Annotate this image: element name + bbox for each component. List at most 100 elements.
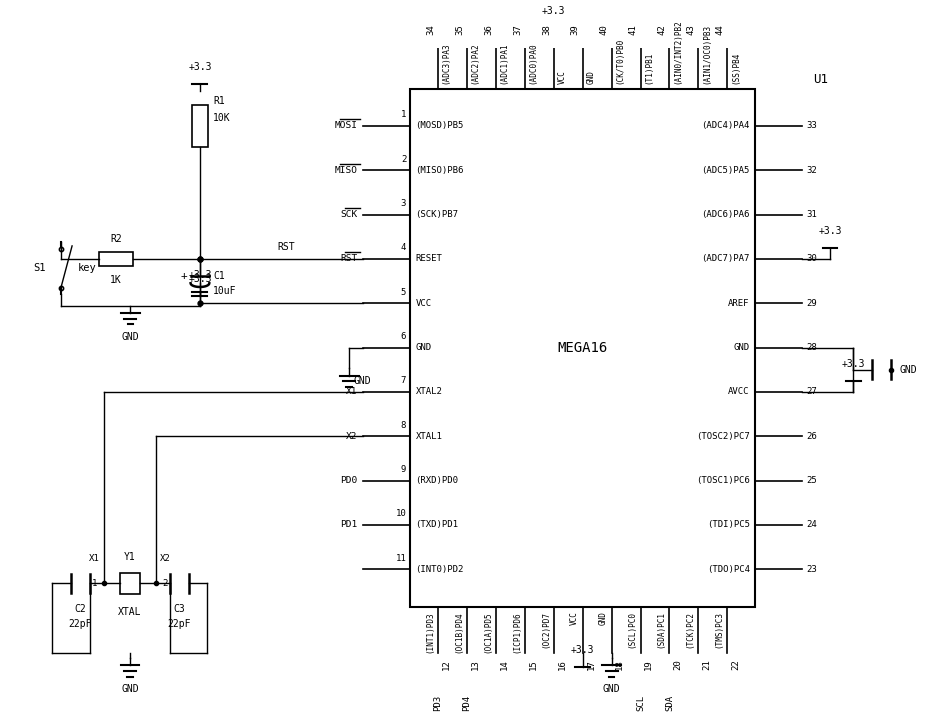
Text: XTAL1: XTAL1 <box>415 432 443 441</box>
Bar <box>99 253 133 266</box>
Text: 6: 6 <box>401 332 406 341</box>
Text: GND: GND <box>415 343 431 352</box>
Text: U1: U1 <box>813 73 828 86</box>
Text: +3.3: +3.3 <box>188 270 211 280</box>
Text: (ADC6)PA6: (ADC6)PA6 <box>701 210 750 219</box>
Text: (SCK)PB7: (SCK)PB7 <box>415 210 459 219</box>
Text: 40: 40 <box>599 25 609 36</box>
Text: 11: 11 <box>396 554 406 563</box>
Text: (AIN1/OC0)PB3: (AIN1/OC0)PB3 <box>702 24 711 84</box>
Text: 14: 14 <box>499 659 509 670</box>
Text: 36: 36 <box>484 25 493 36</box>
Text: GND: GND <box>603 684 620 694</box>
Text: X1: X1 <box>346 387 358 397</box>
Text: C2: C2 <box>75 604 86 614</box>
Text: GND: GND <box>733 343 750 352</box>
Text: 20: 20 <box>673 659 683 670</box>
Text: X2: X2 <box>160 554 171 563</box>
Text: (OC2)PD7: (OC2)PD7 <box>541 612 550 649</box>
Text: (TXD)PD1: (TXD)PD1 <box>415 521 459 529</box>
Text: GND: GND <box>900 365 918 375</box>
Text: 12: 12 <box>442 659 450 670</box>
Text: GND: GND <box>574 0 592 2</box>
Text: 1: 1 <box>401 111 406 119</box>
Text: (TOSC1)PC6: (TOSC1)PC6 <box>696 476 750 485</box>
Text: 1K: 1K <box>110 275 122 285</box>
Text: (INT1)PD3: (INT1)PD3 <box>425 612 434 653</box>
Text: 31: 31 <box>807 210 818 219</box>
Text: R2: R2 <box>110 234 122 244</box>
Text: 17: 17 <box>586 659 596 670</box>
Text: +: + <box>180 271 187 281</box>
Text: +3.3: +3.3 <box>188 62 211 72</box>
Text: (RXD)PD0: (RXD)PD0 <box>415 476 459 485</box>
Text: PD0: PD0 <box>341 476 358 485</box>
Text: GND: GND <box>122 332 139 341</box>
Text: 10uF: 10uF <box>213 285 237 296</box>
Text: PD4: PD4 <box>463 695 471 711</box>
Text: 35: 35 <box>455 25 464 36</box>
Text: 7: 7 <box>401 376 406 385</box>
Text: 5: 5 <box>401 288 406 297</box>
Text: (ADC0)PA0: (ADC0)PA0 <box>529 42 537 84</box>
Text: RST: RST <box>341 255 358 264</box>
Text: +3.3: +3.3 <box>571 645 595 655</box>
Text: (ADC4)PA4: (ADC4)PA4 <box>701 122 750 130</box>
Text: 22: 22 <box>731 659 740 670</box>
Text: 9: 9 <box>401 465 406 474</box>
Text: 42: 42 <box>658 25 666 36</box>
Text: RESET: RESET <box>415 255 443 264</box>
Text: 23: 23 <box>807 565 818 574</box>
Text: GND: GND <box>586 70 596 84</box>
Text: 29: 29 <box>807 298 818 308</box>
Text: 32: 32 <box>807 166 818 175</box>
Text: 34: 34 <box>426 25 435 36</box>
Text: VCC: VCC <box>570 612 579 625</box>
Text: (MISO)PB6: (MISO)PB6 <box>415 166 464 175</box>
Text: (SCL)PC0: (SCL)PC0 <box>628 612 637 649</box>
Text: SDA: SDA <box>665 695 674 711</box>
Text: VCC: VCC <box>415 298 431 308</box>
Text: 37: 37 <box>513 25 522 36</box>
Text: 8: 8 <box>401 421 406 430</box>
Text: (SS)PB4: (SS)PB4 <box>731 52 740 84</box>
Text: 24: 24 <box>807 521 818 529</box>
Text: SCL: SCL <box>636 695 645 711</box>
Text: (TCK)PC2: (TCK)PC2 <box>685 612 695 649</box>
Text: PD1: PD1 <box>341 521 358 529</box>
Text: 16: 16 <box>558 659 566 670</box>
Text: 15: 15 <box>529 659 537 670</box>
Text: MISO: MISO <box>335 166 358 175</box>
Text: (OC1A)PD5: (OC1A)PD5 <box>483 612 492 653</box>
Text: +3.3: +3.3 <box>818 226 842 236</box>
Text: 22pF: 22pF <box>168 619 192 629</box>
Text: 19: 19 <box>644 659 653 670</box>
Text: Y1: Y1 <box>124 552 136 562</box>
Text: GND: GND <box>121 684 139 694</box>
Text: (TMS)PC3: (TMS)PC3 <box>715 612 724 649</box>
Text: 25: 25 <box>807 476 818 485</box>
Text: (T1)PB1: (T1)PB1 <box>644 52 653 84</box>
Text: (ADC3)PA3: (ADC3)PA3 <box>442 42 450 84</box>
Text: (ADC5)PA5: (ADC5)PA5 <box>701 166 750 175</box>
Text: 44: 44 <box>716 25 724 36</box>
Text: XTAL2: XTAL2 <box>415 387 443 397</box>
Text: R1: R1 <box>213 96 225 106</box>
Text: 27: 27 <box>807 387 818 397</box>
Text: (TDI)PC5: (TDI)PC5 <box>707 521 750 529</box>
Text: C1: C1 <box>213 271 225 281</box>
Text: 1: 1 <box>92 579 97 587</box>
Text: RST: RST <box>278 242 295 251</box>
Text: XTAL: XTAL <box>118 606 142 617</box>
Text: (TDO)PC4: (TDO)PC4 <box>707 565 750 574</box>
Text: 18: 18 <box>615 659 624 670</box>
Text: 38: 38 <box>542 25 551 36</box>
Text: SCK: SCK <box>341 210 358 219</box>
Text: 2: 2 <box>162 579 168 587</box>
Text: VCC: VCC <box>558 70 566 84</box>
Text: MEGA16: MEGA16 <box>558 341 608 355</box>
Text: X2: X2 <box>346 432 358 441</box>
Text: PD3: PD3 <box>433 695 443 711</box>
Text: 43: 43 <box>686 25 696 36</box>
Text: 3: 3 <box>401 199 406 208</box>
